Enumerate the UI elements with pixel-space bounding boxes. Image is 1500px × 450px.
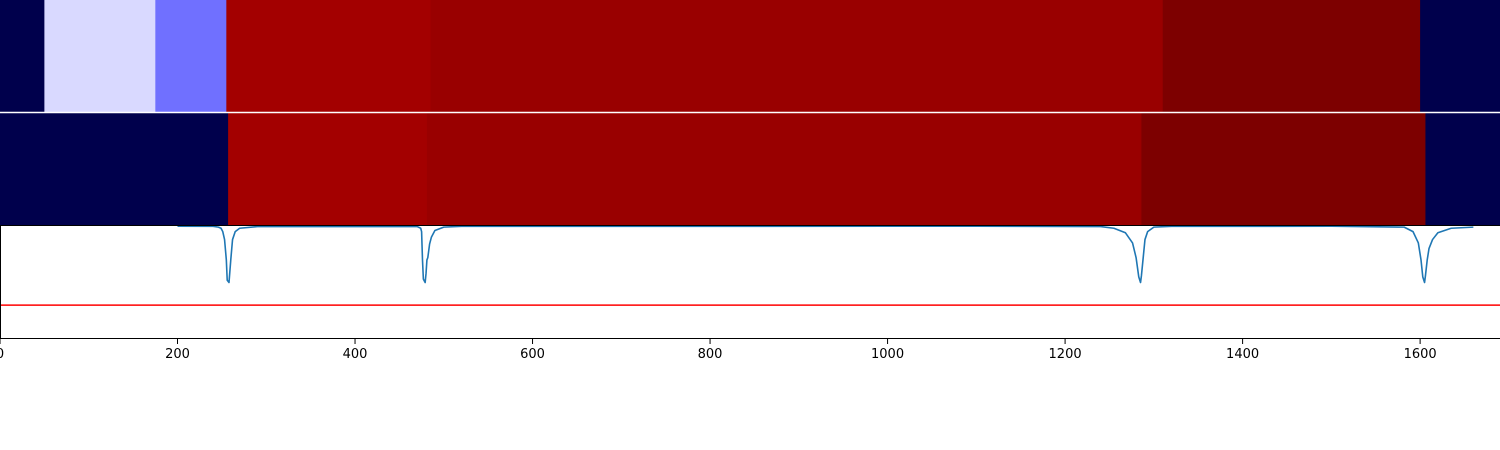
- segmentation-heatmap-top: [0, 0, 1500, 113]
- segment-4: [430, 0, 1164, 113]
- boundary-signal-plot: [0, 225, 1500, 306]
- segment-1: [44, 0, 156, 113]
- x-tick-label-0: 0: [0, 347, 4, 362]
- x-tick-label-1000: 1000: [871, 347, 904, 362]
- x-tick-label-400: 400: [343, 347, 368, 362]
- segment-6: [1420, 0, 1500, 113]
- segment-5: [1162, 0, 1421, 113]
- segment-2: [155, 0, 227, 113]
- panel-frames: [0, 111, 1500, 339]
- x-tick-label-200: 200: [165, 347, 190, 362]
- segmentation-heatmap-bottom: [0, 113, 1500, 226]
- x-tick-label-1400: 1400: [1226, 347, 1259, 362]
- x-tick-label-1200: 1200: [1049, 347, 1082, 362]
- segment-3: [1141, 113, 1427, 226]
- segment-0: [0, 0, 45, 113]
- signal-line-0: [177, 225, 1474, 284]
- segment-0: [0, 113, 229, 226]
- x-axis: 0 200 400 600 800 1000 1200 1400 1600: [0, 339, 1437, 362]
- x-tick-label-600: 600: [520, 347, 545, 362]
- segment-2: [426, 113, 1143, 226]
- segment-3: [226, 0, 432, 113]
- x-tick-label-1600: 1600: [1404, 347, 1437, 362]
- x-tick-label-800: 800: [698, 347, 723, 362]
- segment-4: [1425, 113, 1500, 226]
- segment-1: [228, 113, 428, 226]
